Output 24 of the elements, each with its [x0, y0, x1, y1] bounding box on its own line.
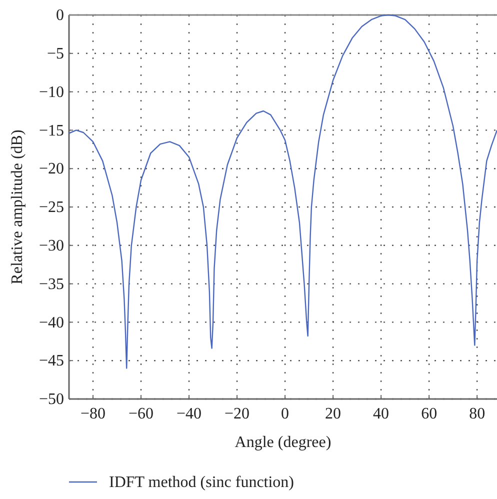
- y-tick-label: −50: [38, 391, 64, 408]
- x-tick-label: 60: [421, 405, 438, 422]
- x-tick-label: −20: [224, 405, 250, 422]
- x-tick-label: −80: [80, 405, 106, 422]
- x-tick-label: 80: [469, 405, 486, 422]
- y-tick-label: −35: [38, 276, 64, 293]
- y-tick-label: −5: [46, 46, 64, 63]
- x-tick-label: −40: [176, 405, 202, 422]
- line-series: [69, 14, 497, 369]
- y-tick-label: −15: [38, 122, 64, 140]
- y-tick-label: −20: [38, 160, 64, 178]
- y-tick-label: −30: [38, 238, 64, 255]
- y-axis-title: Relative amplitude (dB): [9, 130, 26, 284]
- y-tick-label: −10: [38, 84, 64, 101]
- y-tick-label: −40: [38, 314, 64, 332]
- y-tick-label: −25: [38, 199, 64, 216]
- x-tick-label: 40: [373, 405, 390, 422]
- x-tick-label: −60: [128, 405, 154, 422]
- y-tick-label: 0: [56, 7, 64, 24]
- y-tick-label: −45: [38, 352, 64, 370]
- x-axis-title: Angle (degree): [234, 434, 332, 451]
- legend-label: IDFT method (sinc function): [109, 474, 294, 491]
- x-tick-label: 0: [281, 405, 290, 422]
- x-tick-label: 20: [325, 405, 342, 422]
